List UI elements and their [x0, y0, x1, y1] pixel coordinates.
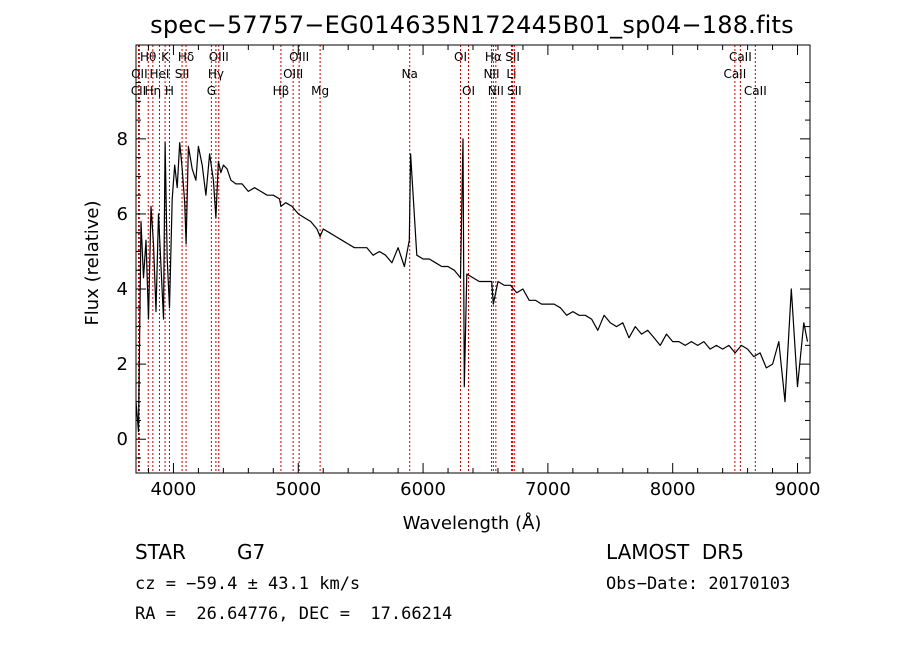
y-tick-label: 8: [117, 129, 128, 150]
x-tick-label: 7000: [525, 479, 571, 500]
marker-label: Mg: [311, 84, 329, 98]
y-axis-label: Flux (relative): [82, 200, 103, 325]
marker-label: K: [161, 50, 170, 64]
x-axis-label: Wavelength (Å): [403, 512, 542, 534]
marker-label: H: [165, 84, 174, 98]
marker-label: G: [207, 84, 216, 98]
object-subclass: G7: [237, 540, 265, 564]
redshift-value: cz = −59.4 ± 43.1 km/s: [135, 574, 360, 594]
marker-label: CaII: [723, 67, 746, 81]
marker-label: CII: [131, 84, 146, 98]
marker-label: OI: [454, 50, 467, 64]
marker-label: Hβ: [273, 84, 290, 98]
marker-label: SII: [507, 84, 522, 98]
marker-label: SII: [175, 67, 190, 81]
marker-label: Hδ: [178, 50, 194, 64]
x-tick-label: 6000: [400, 479, 446, 500]
x-tick-label: 9000: [775, 479, 821, 500]
marker-label: HeI: [149, 67, 169, 81]
marker-label: SII: [505, 50, 520, 64]
x-tick-label: 5000: [275, 479, 321, 500]
marker-label: Hθ: [140, 50, 156, 64]
marker-label: OII: [131, 67, 148, 81]
marker-label: NII: [488, 84, 504, 98]
marker-label: OIII: [289, 50, 309, 64]
x-tick-label: 8000: [650, 479, 696, 500]
coordinates: RA = 26.64776, DEC = 17.66214: [135, 604, 452, 624]
marker-label: NII: [483, 67, 499, 81]
marker-label: Hα: [485, 50, 502, 64]
marker-label: Na: [402, 67, 418, 81]
marker-label: CaII: [729, 50, 752, 64]
object-class: STAR: [135, 540, 186, 564]
spectrum-line: [135, 138, 809, 433]
y-tick-label: 2: [117, 354, 128, 375]
marker-label: Hη: [145, 84, 162, 98]
marker-label: OIII: [209, 50, 229, 64]
obs-date: Obs−Date: 20170103: [606, 574, 790, 594]
marker-label: CaII: [744, 84, 767, 98]
marker-label: OI: [462, 84, 475, 98]
y-tick-label: 6: [117, 204, 128, 225]
chart-title: spec−57757−EG014635N172445B01_sp04−188.f…: [150, 11, 794, 39]
marker-label: Li: [506, 67, 516, 81]
plot-axes: 4000 5000 6000 7000 8000 9000 0 2 4 6 8: [117, 44, 821, 500]
marker-label: OIII: [283, 67, 303, 81]
y-tick-label: 0: [117, 429, 128, 450]
y-tick-label: 4: [117, 279, 128, 300]
survey-label: LAMOST DR5: [606, 540, 744, 564]
spectrum-plot: [135, 138, 809, 433]
plot-frame: [135, 44, 811, 474]
marker-label: Hγ: [208, 67, 224, 81]
x-tick-label: 4000: [151, 479, 197, 500]
